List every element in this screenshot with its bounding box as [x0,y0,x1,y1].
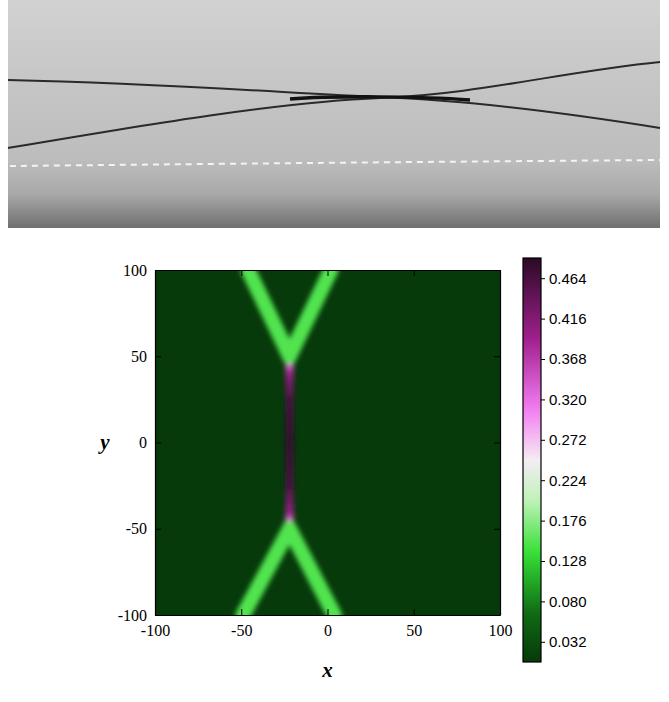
tick-mark [541,399,545,400]
tick-label: 0.128 [549,552,587,569]
photo-ground [8,0,660,228]
tick-label: 0.080 [549,593,587,610]
tick-mark [494,270,500,271]
colorbar: 0.032 0.080 0.128 0.176 0.224 0.272 0.320 0.368… [523,258,587,663]
tick-mark [328,270,329,276]
tick-mark [541,440,545,441]
tick: 0.080 [541,593,587,610]
x-axis-title: x [321,658,333,682]
crack [8,62,660,148]
colorbar-ramp [523,258,541,662]
tick-mark [155,529,161,530]
tick: 0 [139,434,161,451]
tick: 0.368 [541,350,587,367]
axis: -100 -50 0 50 100 [141,609,513,639]
ridge-segment [248,270,289,356]
tick-label: 100 [489,622,513,639]
tick: -100 [118,607,161,624]
tick-label: 50 [131,348,147,365]
tick-mark [541,480,545,481]
tick: 0.176 [541,512,587,529]
tick-mark [155,270,161,271]
axis [156,270,501,276]
ridge-segment [290,529,335,615]
tick-mark [541,561,545,562]
tick-label: 0.368 [549,350,587,367]
tick-mark [155,615,161,616]
tick-mark [241,270,242,276]
tick [494,529,500,530]
tick-label: 0 [324,622,332,639]
ridges [243,270,334,615]
tick [328,270,329,276]
tick-mark [541,359,545,360]
ridge-segment [290,270,331,356]
tick-label: 0.272 [549,431,587,448]
tick-label: -100 [141,622,170,639]
tick [414,270,415,276]
tick [494,270,500,271]
tick-mark [494,615,500,616]
tick-mark [494,443,500,444]
tick-label: 50 [406,622,422,639]
tick: 100 [123,262,161,279]
tick: 0 [324,609,332,639]
tick-mark [541,278,545,279]
tick [241,270,242,276]
plot-area [243,270,334,615]
tick-label: 0.224 [549,472,587,489]
tick-mark [155,356,161,357]
tick: 0.032 [541,633,587,650]
tick-mark [414,609,415,615]
crack [8,80,660,128]
axis: -100 -50 0 50 100 [118,262,161,624]
tick-label: 0.176 [549,512,587,529]
tick-mark [155,443,161,444]
tick-mark [241,609,242,615]
tick: 0.416 [541,310,587,327]
tick-mark [414,270,415,276]
tick-label: -50 [126,520,147,537]
crack-core [290,97,470,100]
tick: -50 [231,609,252,639]
tick: 0.224 [541,472,587,489]
tick-mark [494,529,500,530]
ridge-segment [286,399,294,442]
tick-label: 0.032 [549,633,587,650]
tick: 0.464 [541,270,587,287]
axis [494,271,501,616]
tick-mark [494,356,500,357]
ridge-segment [243,529,290,615]
axis: 0.032 0.080 0.128 0.176 0.224 0.272 0.320 0.368… [541,259,587,663]
tick-mark [541,521,545,522]
axis-line [156,615,501,616]
ridge-segment [286,443,294,486]
figure: -100-50050100-100-50050100xy0.0320.0800.… [0,0,669,702]
photo [8,0,660,228]
tick-mark [541,319,545,320]
tick-mark [328,609,329,615]
tick [494,443,500,444]
tick-label: 0.320 [549,391,587,408]
y-axis-title: y [97,430,110,454]
tick: 0.128 [541,552,587,569]
tick: 50 [406,609,422,639]
tick-label: -100 [118,607,147,624]
tick [494,615,500,616]
tick: -50 [126,520,161,537]
axis-line [500,271,501,616]
plot-background [155,270,500,615]
tick [494,356,500,357]
tick: 0.320 [541,391,587,408]
tick-label: -50 [231,622,252,639]
tick-label: 100 [123,262,147,279]
tick-label: 0.416 [549,310,587,327]
tick-label: 0 [139,434,147,451]
tick: 50 [131,348,161,365]
tick: 0.272 [541,431,587,448]
tick-mark [541,601,545,602]
tick-label: 0.464 [549,270,587,287]
tick-mark [541,642,545,643]
shore-line [10,160,660,166]
